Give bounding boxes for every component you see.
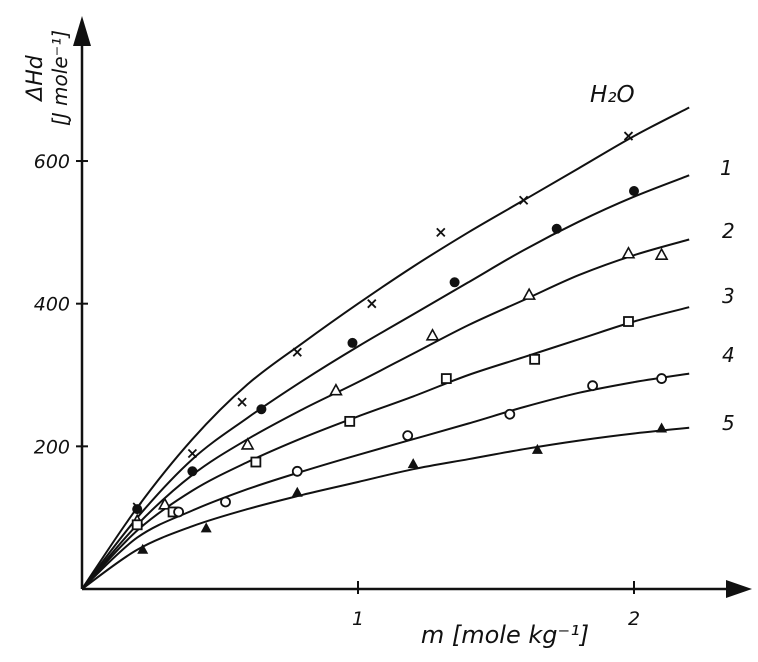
x-tick-label: 2 xyxy=(628,608,640,630)
series-label: 1 xyxy=(720,156,733,180)
data-point xyxy=(157,497,172,510)
data-point xyxy=(587,380,598,392)
series-label: 2 xyxy=(722,219,735,243)
x-axis-label: m [mole kg⁻¹] xyxy=(421,621,589,649)
series-curve xyxy=(81,306,690,590)
data-point xyxy=(292,347,302,357)
data-point xyxy=(240,437,255,450)
x-tick-label: 1 xyxy=(352,608,364,630)
data-point xyxy=(425,328,440,341)
data-point xyxy=(551,223,562,234)
data-point xyxy=(187,466,198,477)
data-point xyxy=(518,195,529,205)
data-point xyxy=(440,373,452,384)
data-point xyxy=(529,353,541,365)
data-point xyxy=(131,519,143,531)
data-point xyxy=(656,373,667,384)
data-point xyxy=(200,522,212,533)
series-label: 5 xyxy=(722,411,735,435)
series-curve xyxy=(81,106,690,590)
data-point xyxy=(132,504,143,515)
y-tick-label: 200 xyxy=(34,436,70,458)
data-point xyxy=(256,404,267,415)
y-axis-arrow xyxy=(73,16,91,46)
data-point xyxy=(531,443,543,454)
ticks-layer: 1 2 200 400 600 xyxy=(34,151,640,630)
y-axis-label-unit: [J mole⁻¹] xyxy=(48,30,72,126)
axes xyxy=(73,16,752,598)
y-tick-label: 400 xyxy=(34,294,70,316)
data-point xyxy=(291,486,303,497)
data-point xyxy=(449,277,460,288)
series-curve xyxy=(81,238,690,590)
data-point xyxy=(291,465,303,477)
data-point xyxy=(522,287,536,300)
data-point xyxy=(237,397,247,407)
data-point xyxy=(347,337,358,348)
data-point xyxy=(137,543,149,554)
data-point xyxy=(629,185,639,196)
data-point xyxy=(436,227,446,237)
data-point xyxy=(329,383,343,396)
y-axis-label-main: ΔHd xyxy=(23,54,48,103)
series-curve xyxy=(81,426,690,590)
markers-layer xyxy=(130,131,669,554)
data-point xyxy=(187,448,198,459)
data-point xyxy=(344,415,356,427)
series-label: 3 xyxy=(722,284,735,308)
series-label: H₂O xyxy=(590,82,635,108)
data-point xyxy=(623,316,634,327)
data-point xyxy=(654,247,669,260)
y-axis-label: ΔHd [J mole⁻¹] xyxy=(23,30,72,126)
data-point xyxy=(367,299,377,309)
y-tick-label: 600 xyxy=(34,151,70,173)
x-axis-arrow xyxy=(726,580,752,598)
data-point xyxy=(621,246,636,259)
data-point xyxy=(656,422,668,433)
data-point xyxy=(623,131,634,141)
series-labels-layer: H₂O 1 2 3 4 5 xyxy=(590,82,735,435)
series-curve xyxy=(81,174,690,590)
data-point xyxy=(402,430,414,442)
data-point xyxy=(407,458,419,469)
data-point xyxy=(504,408,516,420)
data-point xyxy=(220,496,231,508)
data-point xyxy=(250,456,262,468)
series-label: 4 xyxy=(722,343,735,367)
data-point xyxy=(173,506,185,518)
